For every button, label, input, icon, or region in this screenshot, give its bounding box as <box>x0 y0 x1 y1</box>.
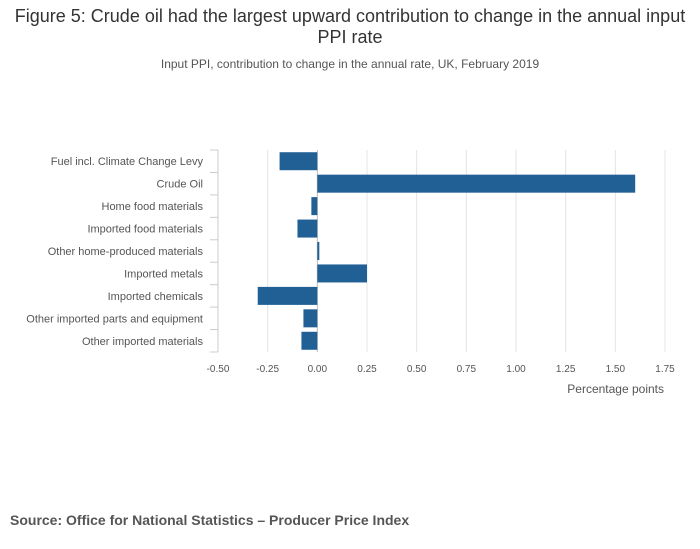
bar <box>317 242 320 260</box>
bar <box>279 152 318 171</box>
bar <box>301 331 318 350</box>
category-label: Other imported parts and equipment <box>26 313 203 325</box>
x-tick-label: 0.00 <box>308 364 328 375</box>
x-tick-label: 1.25 <box>556 364 576 375</box>
x-tick-label: -0.50 <box>207 364 230 375</box>
category-label: Crude Oil <box>157 179 203 191</box>
chart-subtitle: Input PPI, contribution to change in the… <box>160 57 540 71</box>
x-tick-label: 1.75 <box>655 364 675 375</box>
x-axis-title: Percentage points <box>567 382 664 396</box>
x-tick-label: 1.00 <box>506 364 526 375</box>
x-tick-label: 1.50 <box>606 364 626 375</box>
x-tick-label: 0.25 <box>357 364 377 375</box>
category-label: Other home-produced materials <box>48 246 204 258</box>
category-label: Imported food materials <box>87 224 203 236</box>
x-tick-label: 0.75 <box>457 364 477 375</box>
source-note: Source: Office for National Statistics –… <box>10 512 410 528</box>
bar <box>257 286 318 305</box>
x-tick-label: -0.25 <box>256 364 279 375</box>
bar <box>317 174 636 193</box>
category-label: Imported metals <box>124 268 203 280</box>
category-label: Fuel incl. Climate Change Levy <box>51 156 204 168</box>
category-label: Other imported materials <box>82 336 204 348</box>
bar <box>311 197 318 216</box>
bar <box>297 219 318 238</box>
category-label: Home food materials <box>102 201 204 213</box>
x-tick-label: 0.50 <box>407 364 427 375</box>
chart-title: Figure 5: Crude oil had the largest upwa… <box>14 6 686 47</box>
bar <box>317 264 367 283</box>
bar <box>303 309 318 328</box>
category-label: Imported chemicals <box>108 291 204 303</box>
